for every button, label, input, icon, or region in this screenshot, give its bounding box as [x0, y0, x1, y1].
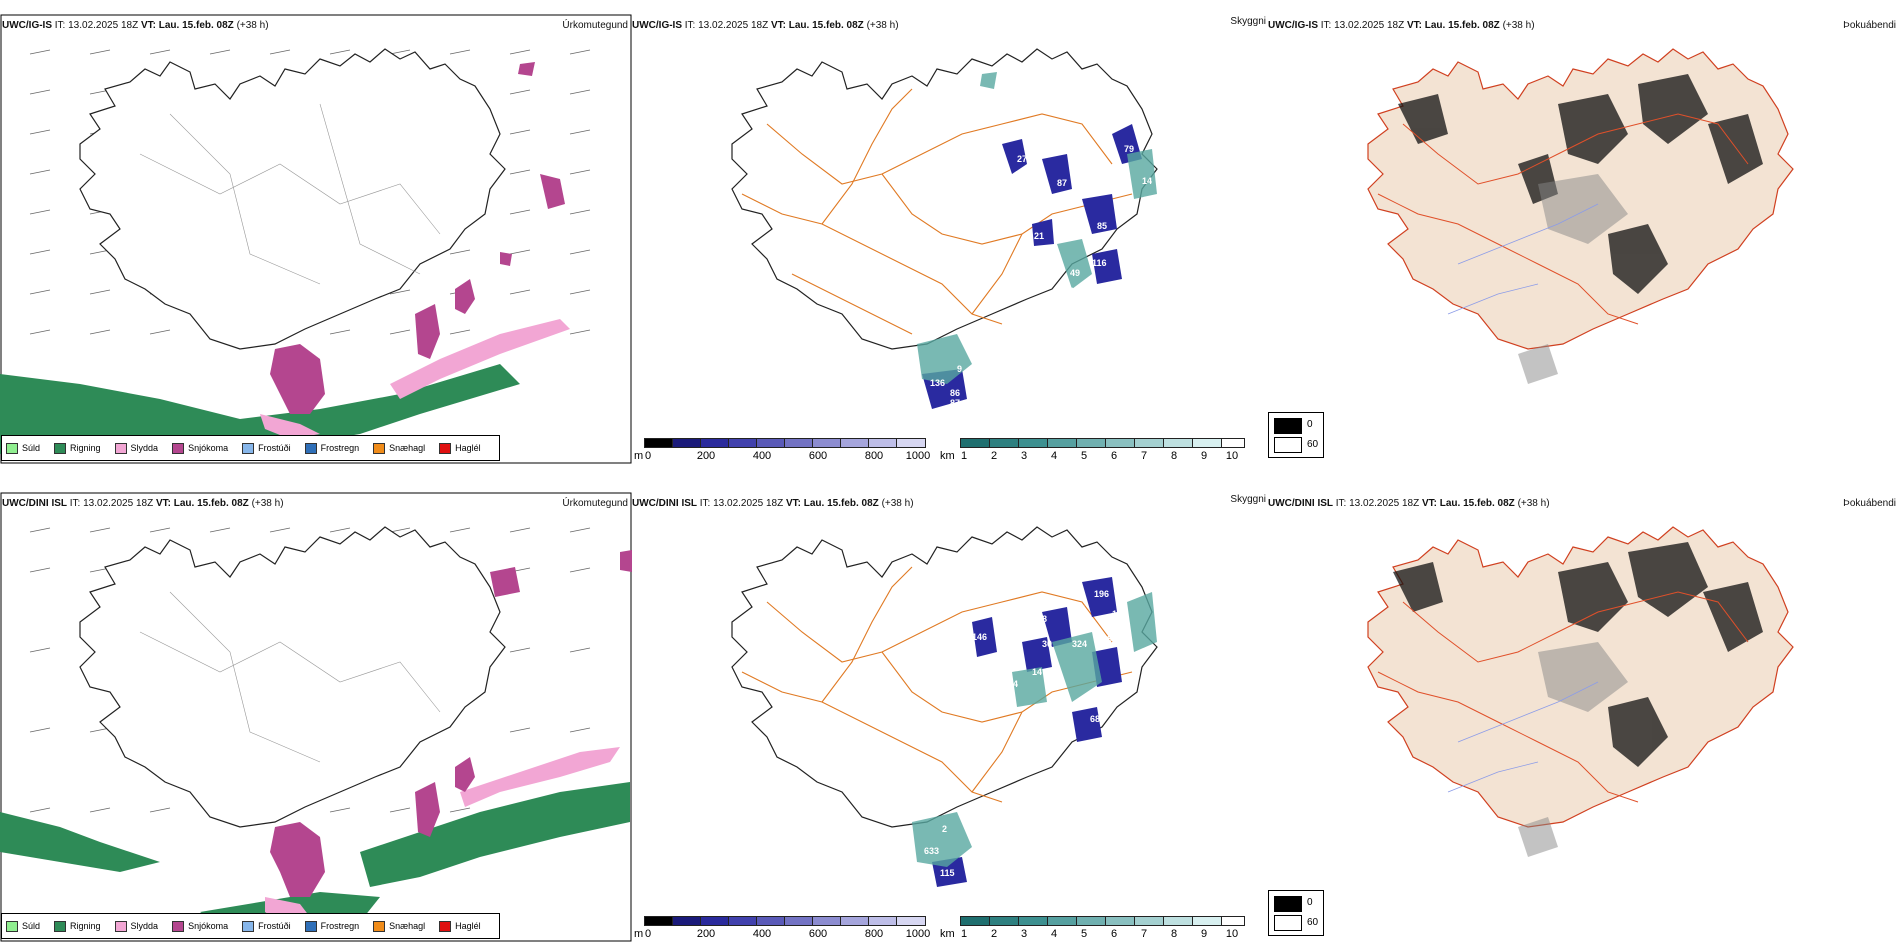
svg-text:15: 15: [998, 184, 1008, 194]
cloud-title-bottom: UWC/DINI ISL IT: 13.02.2025 18Z VT: Lau.…: [632, 498, 914, 509]
svg-text:136: 136: [930, 378, 945, 388]
svg-text:24: 24: [1008, 679, 1018, 689]
precip-panel-bottom: UWC/DINI ISL IT: 13.02.2025 18Z VT: Lau.…: [0, 492, 632, 942]
fog-panel-name-top: Þokuábendi: [1843, 20, 1896, 31]
svg-text:324: 324: [1072, 639, 1087, 649]
svg-text:13: 13: [1067, 216, 1077, 226]
precip-panel-top: UWC/IG-IS IT: 13.02.2025 18Z VT: Lau. 15…: [0, 14, 632, 464]
svg-text:15: 15: [1022, 712, 1032, 722]
legend-swatch-frostudi: [242, 442, 255, 454]
precip-legend-bottom: Súld Rigning Slydda Snjókoma Frostúði Fr…: [1, 913, 500, 939]
cloud-panel-name-top: Skyggni: [1230, 16, 1266, 27]
visibility-scale-top: km 1 2 3 4 5 6 7 8 9 10: [940, 438, 1250, 462]
svg-text:87: 87: [1057, 178, 1067, 188]
svg-text:107: 107: [1112, 609, 1127, 619]
svg-text:138: 138: [1032, 614, 1047, 624]
svg-text:87: 87: [950, 398, 960, 408]
fog-scale-bottom: 0 60: [1268, 890, 1324, 936]
cloud-base-scale-bottom: m 0 200 400 600 800 1000: [634, 916, 934, 940]
legend-swatch-snjokoma: [172, 442, 185, 454]
fog-title-top: UWC/IG-IS IT: 13.02.2025 18Z VT: Lau. 15…: [1268, 20, 1535, 31]
cloud-title-top: UWC/IG-IS IT: 13.02.2025 18Z VT: Lau. 15…: [632, 20, 899, 31]
svg-text:116: 116: [1092, 258, 1107, 268]
precip-legend-top: Súld Rigning Slydda Snjókoma Frostúði Fr…: [1, 435, 500, 461]
precip-title-top: UWC/IG-IS IT: 13.02.2025 18Z VT: Lau. 15…: [2, 20, 269, 31]
precip-panel-name-top: Úrkomutegund: [562, 20, 628, 31]
svg-text:21: 21: [1034, 231, 1044, 241]
fog-panel-top: UWC/IG-IS IT: 13.02.2025 18Z VT: Lau. 15…: [1268, 14, 1900, 464]
svg-text:49: 49: [1070, 268, 1080, 278]
low-cloud: [922, 124, 1142, 409]
precip-title-bottom: UWC/DINI ISL IT: 13.02.2025 18Z VT: Lau.…: [2, 498, 284, 509]
fog-title-bottom: UWC/DINI ISL IT: 13.02.2025 18Z VT: Lau.…: [1268, 498, 1550, 509]
cloud-panel-top: 79 14 87 27 21 13 85 49 116 28 136 86 87…: [632, 14, 1268, 464]
svg-text:68: 68: [1090, 714, 1100, 724]
svg-text:115: 115: [940, 868, 955, 878]
svg-text:79: 79: [1124, 144, 1134, 154]
svg-text:146: 146: [972, 632, 987, 642]
svg-text:9: 9: [957, 364, 962, 374]
svg-text:14: 14: [1142, 176, 1152, 186]
fog-dark: [1398, 74, 1763, 294]
svg-text:30: 30: [1042, 639, 1052, 649]
svg-text:85: 85: [1097, 221, 1107, 231]
fog-map-bottom: [1367, 526, 1794, 857]
fog-rivers: [1447, 203, 1599, 315]
cloud-base-scale-top: m 0 200 400 600 800 1000: [634, 438, 934, 462]
precip-map-bottom: [0, 492, 632, 942]
svg-text:196: 196: [1094, 589, 1109, 599]
precip-map-top: [0, 14, 632, 464]
svg-text:2: 2: [942, 824, 947, 834]
svg-text:28: 28: [1069, 286, 1079, 296]
precip-panel-name-bottom: Úrkomutegund: [562, 498, 628, 509]
legend-swatch-slydda: [114, 442, 127, 454]
fog-panel-bottom: UWC/DINI ISL IT: 13.02.2025 18Z VT: Lau.…: [1268, 492, 1900, 942]
svg-text:111: 111: [1072, 604, 1086, 614]
legend-swatch-frostregn: [304, 442, 317, 454]
visibility-scale-bottom: km 1 2 3 4 5 6 7 8 9 10: [940, 916, 1250, 940]
fog-scale-top: 0 60: [1268, 412, 1324, 458]
svg-text:633: 633: [924, 846, 939, 856]
cloud-panel-name-bottom: Skyggni: [1230, 494, 1266, 505]
legend-swatch-snaehagl: [373, 442, 386, 454]
fog-map-top: [1367, 48, 1794, 384]
cloud-map-bottom: 196 111 107 146 138 30 324 228 14 24 68 …: [731, 526, 1158, 887]
svg-text:107: 107: [1072, 746, 1087, 756]
fog-roads: [1377, 113, 1749, 325]
legend-swatch-suld: [6, 442, 18, 454]
low-visibility: [917, 72, 1157, 384]
fog-panel-name-bottom: Þokuábendi: [1843, 498, 1896, 509]
legend-swatch-haglel: [439, 442, 452, 454]
fog-mid: [1518, 174, 1628, 384]
legend-swatch-rigning: [54, 442, 67, 454]
svg-text:27: 27: [1017, 154, 1027, 164]
svg-text:14: 14: [1032, 667, 1042, 677]
cloud-map-top: 79 14 87 27 21 13 85 49 116 28 136 86 87…: [731, 48, 1158, 409]
svg-text:14: 14: [1044, 770, 1054, 780]
cloud-panel-bottom: 196 111 107 146 138 30 324 228 14 24 68 …: [632, 492, 1268, 942]
svg-text:228: 228: [1097, 634, 1112, 644]
svg-text:86: 86: [950, 388, 960, 398]
